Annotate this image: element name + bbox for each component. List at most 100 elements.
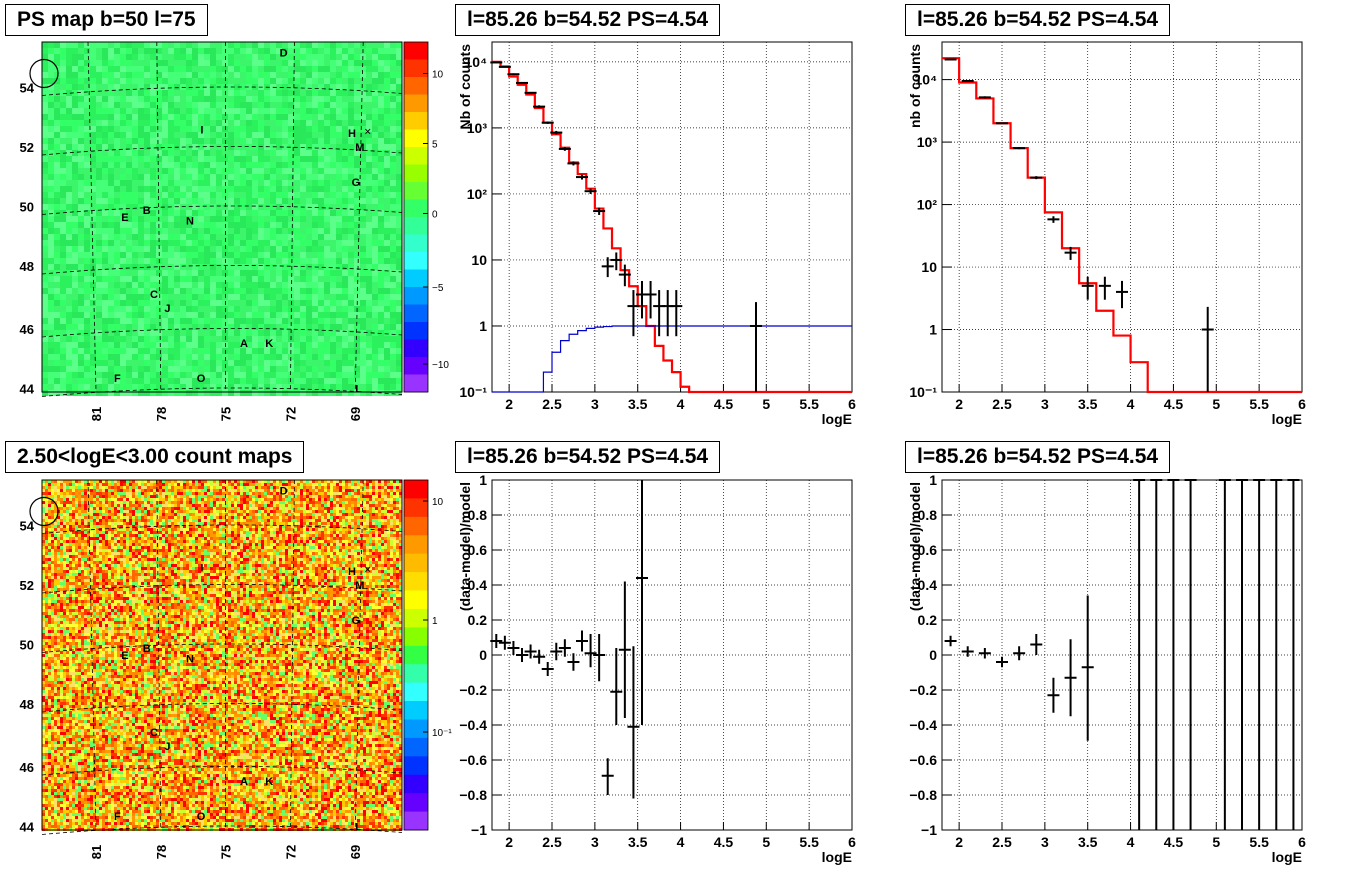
count_map-pixel: [342, 510, 345, 513]
ps_map-pixel: [198, 342, 204, 348]
count_map-pixel: [297, 489, 300, 492]
ps_map-pixel: [366, 372, 372, 378]
ps_map-pixel: [162, 324, 168, 330]
ps_map-pixel: [126, 204, 132, 210]
count_map-pixel: [132, 510, 135, 513]
count_map-pixel: [159, 492, 162, 495]
count_map-pixel: [231, 507, 234, 510]
ps_map-pixel: [108, 156, 114, 162]
ps_map-pixel: [312, 174, 318, 180]
ps_map-pixel: [96, 366, 102, 372]
ps_map-pixel: [162, 234, 168, 240]
count_map-pixel: [318, 504, 321, 507]
ps_map-pixel: [66, 102, 72, 108]
count_map-pixel: [291, 498, 294, 501]
count_map-pixel: [159, 510, 162, 513]
ps_map-pixel: [132, 102, 138, 108]
ps_map-pixel: [276, 234, 282, 240]
count_map-pixel: [315, 486, 318, 489]
ps_map-pixel: [306, 156, 312, 162]
ps_map-pixel: [126, 366, 132, 372]
ps_map-pixel: [336, 174, 342, 180]
ps_map-pixel: [156, 126, 162, 132]
ps_map-pixel: [330, 330, 336, 336]
count_map-pixel: [216, 513, 219, 516]
ps_map-pixel: [162, 168, 168, 174]
ps_map-pixel: [246, 264, 252, 270]
ps_map-pixel: [96, 360, 102, 366]
ps_map-pixel: [312, 288, 318, 294]
ps_map-pixel: [264, 300, 270, 306]
ps_map-pixel: [96, 300, 102, 306]
count_map-pixel: [132, 498, 135, 501]
ps_map-pixel: [294, 138, 300, 144]
ps_map-pixel: [186, 162, 192, 168]
count_map-pixel: [183, 498, 186, 501]
count_map-pixel: [384, 483, 387, 486]
count_map-pixel: [354, 486, 357, 489]
count_map-pixel: [261, 495, 264, 498]
ps_map-colorbar-tick-label: 10: [432, 70, 444, 81]
ps_map-pixel: [342, 312, 348, 318]
ps_map-pixel: [282, 120, 288, 126]
ps_map-pixel: [366, 114, 372, 120]
count_map-pixel: [81, 513, 84, 516]
ps_map-pixel: [324, 126, 330, 132]
ps_map-pixel: [162, 354, 168, 360]
ps_map-pixel: [42, 288, 48, 294]
ps_map-pixel: [174, 282, 180, 288]
ps_map-pixel: [390, 378, 396, 384]
ps_map-pixel: [108, 72, 114, 78]
ps_map-pixel: [300, 312, 306, 318]
ps_map-pixel: [264, 348, 270, 354]
ps_map-pixel: [222, 384, 228, 390]
ps_map-pixel: [96, 276, 102, 282]
ps_map-pixel: [330, 270, 336, 276]
ps_map-pixel: [180, 240, 186, 246]
ps_map-pixel: [336, 228, 342, 234]
ps_map-pixel: [102, 126, 108, 132]
ps_map-pixel: [390, 264, 396, 270]
ps_map-pixel: [162, 114, 168, 120]
count_map-pixel: [294, 495, 297, 498]
count_map-pixel: [201, 492, 204, 495]
count_map-pixel: [57, 486, 60, 489]
count_map-pixel: [117, 489, 120, 492]
ps_map-pixel: [342, 96, 348, 102]
ps_map-pixel: [240, 186, 246, 192]
ps_map-pixel: [360, 132, 366, 138]
ps_map-pixel: [264, 252, 270, 258]
ps_map-pixel: [198, 372, 204, 378]
ps_map-pixel: [390, 330, 396, 336]
ps_map-pixel: [288, 84, 294, 90]
ps_map-pixel: [54, 204, 60, 210]
count_map-pixel: [288, 486, 291, 489]
count_map-pixel: [147, 504, 150, 507]
ps_map-pixel: [120, 204, 126, 210]
ps_map-pixel: [126, 114, 132, 120]
ps_map-pixel: [378, 180, 384, 186]
ps_map-pixel: [120, 156, 126, 162]
count_map-pixel: [183, 483, 186, 486]
ps_map-pixel: [384, 264, 390, 270]
ps_map-pixel: [216, 114, 222, 120]
count_map-pixel: [207, 480, 210, 483]
ps_map-pixel: [258, 246, 264, 252]
ps_map-pixel: [318, 378, 324, 384]
ps_map-pixel: [48, 60, 54, 66]
ps_map-pixel: [186, 132, 192, 138]
ps_map-pixel: [198, 78, 204, 84]
ps_map-pixel: [150, 372, 156, 378]
ps_map-pixel: [396, 264, 402, 270]
ps_map-pixel: [60, 180, 66, 186]
ps_map-pixel: [48, 300, 54, 306]
ps_map-pixel: [132, 252, 138, 258]
count_map-pixel: [159, 495, 162, 498]
ps_map-pixel: [312, 180, 318, 186]
count_map-pixel: [339, 498, 342, 501]
ps_map-pixel: [48, 282, 54, 288]
ps_map-pixel: [120, 276, 126, 282]
ps_map-pixel: [312, 318, 318, 324]
ps_map-pixel: [132, 204, 138, 210]
ps_map-pixel: [360, 246, 366, 252]
